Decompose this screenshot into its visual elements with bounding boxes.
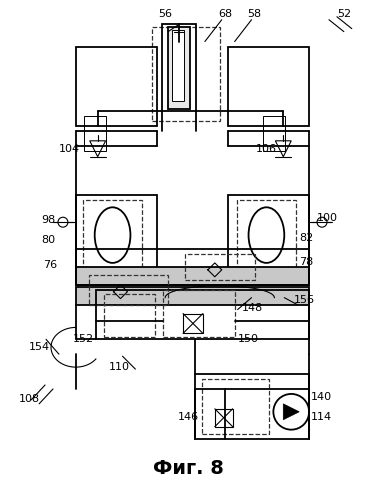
Bar [89,275,168,304]
Bar [195,374,309,439]
Bar [76,46,157,126]
Polygon shape [283,404,299,420]
Text: 146: 146 [178,412,199,422]
Text: 80: 80 [41,235,55,245]
Bar [84,116,106,151]
Text: 82: 82 [299,233,314,243]
Text: 152: 152 [73,334,94,344]
Text: 56: 56 [158,9,172,19]
Text: 52: 52 [337,9,351,19]
Bar [76,196,157,275]
Text: 154: 154 [29,342,50,352]
Text: 104: 104 [59,144,80,154]
Bar [104,294,155,337]
Ellipse shape [317,217,327,227]
Bar [237,201,296,268]
Bar [83,201,143,268]
Bar [76,249,309,285]
Bar [228,196,309,275]
Bar [228,46,309,126]
Bar [162,23,196,111]
Bar [215,409,233,427]
Text: 68: 68 [218,9,232,19]
Bar [96,290,309,339]
Text: 110: 110 [109,362,130,372]
Text: 148: 148 [242,302,263,312]
Bar [76,267,309,285]
Bar [152,26,220,121]
Text: 58: 58 [247,9,262,19]
Text: 100: 100 [317,213,338,223]
Text: Фиг. 8: Фиг. 8 [153,459,223,478]
Bar [202,379,269,434]
Ellipse shape [249,207,284,263]
Text: 78: 78 [299,257,314,267]
Text: 150: 150 [238,334,259,344]
Bar [163,290,235,337]
Ellipse shape [273,394,309,430]
Bar [76,287,309,304]
Ellipse shape [58,217,68,227]
Text: 140: 140 [311,392,332,402]
Text: 114: 114 [311,412,332,422]
Bar [183,313,203,333]
Text: 108: 108 [19,394,40,404]
Ellipse shape [95,207,130,263]
Text: 98: 98 [41,215,55,225]
Bar [168,26,190,109]
Text: 156: 156 [294,294,315,304]
Text: 106: 106 [256,144,276,154]
Bar [264,116,285,151]
Bar [172,29,184,101]
Bar [185,254,255,280]
Text: 76: 76 [43,260,57,270]
